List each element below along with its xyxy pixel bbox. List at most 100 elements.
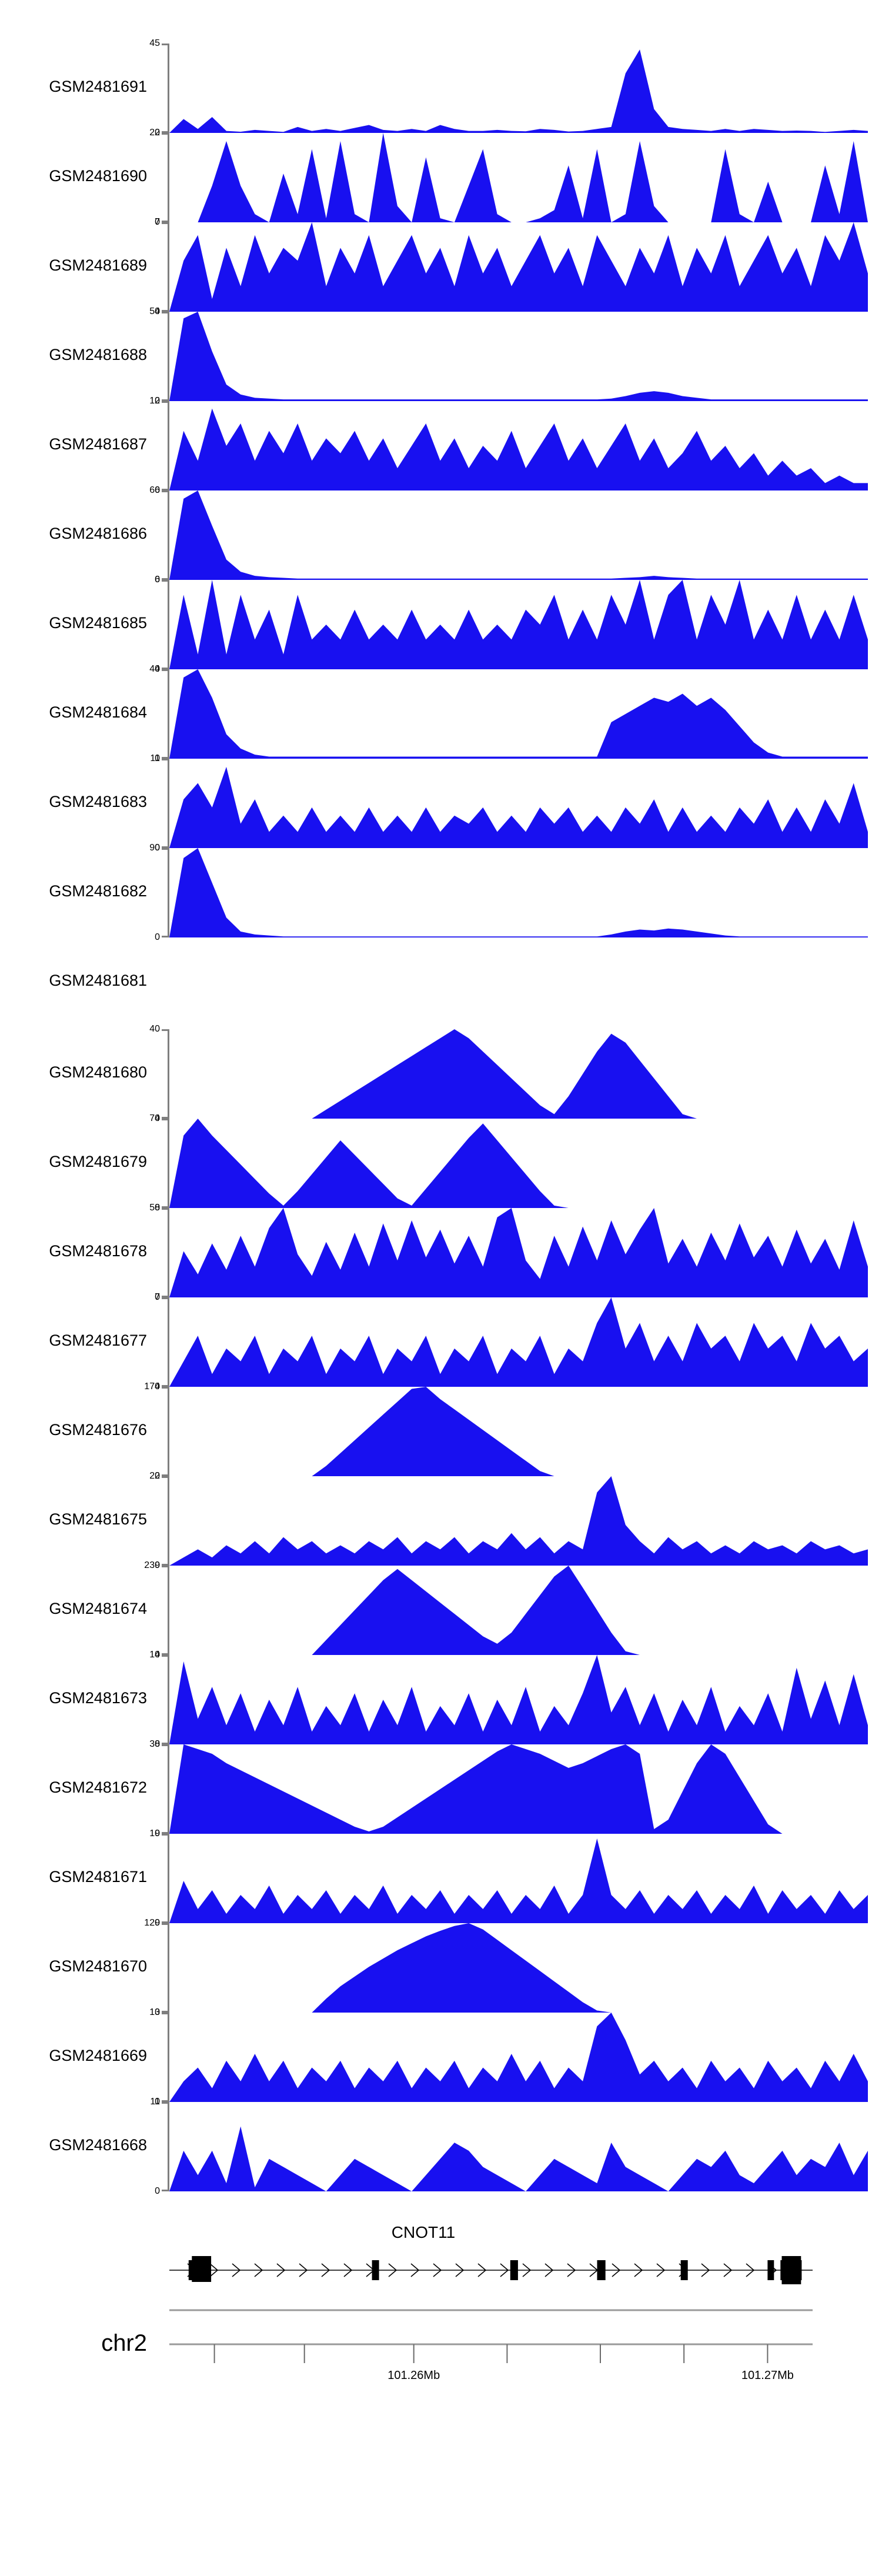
coverage-area-plot [169, 669, 868, 759]
track-y-axis: 90 0 [148, 843, 169, 942]
axis-tick-max [162, 401, 169, 403]
coverage-area-plot [169, 2013, 868, 2102]
coverage-track: GSM2481683 11 0 [0, 754, 882, 853]
strand-arrow-icon [612, 2263, 621, 2277]
track-label-gsm2481690: GSM2481690 [49, 167, 147, 185]
axis-max-value: 44 [149, 664, 160, 674]
strand-arrow-icon [433, 2263, 442, 2277]
coverage-area [169, 133, 868, 222]
coverage-area-plot [169, 759, 868, 848]
track-label-gsm2481668: GSM2481668 [49, 2136, 147, 2154]
coverage-area [169, 1744, 868, 1834]
coverage-area-plot [169, 1476, 868, 1566]
coverage-area-plot [169, 848, 868, 937]
strand-arrow-icon [500, 2263, 509, 2277]
coverage-area [169, 1387, 868, 1476]
coverage-track: GSM2481677 7 0 [0, 1293, 882, 1392]
track-label-gsm2481686: GSM2481686 [49, 525, 147, 542]
axis-tick-min [162, 2011, 169, 2013]
axis-max-value: 40 [149, 1024, 160, 1034]
axis-line [168, 1834, 169, 1923]
coverage-area [169, 1838, 868, 1923]
track-y-axis: 22 0 [148, 128, 169, 227]
chromosome-axis-panel: chr2 101.26Mb 101.27Mb [0, 2303, 882, 2403]
axis-max-value: 11 [150, 753, 160, 763]
axis-tick-min [162, 399, 169, 401]
axis-line [168, 759, 169, 848]
coverage-area [169, 312, 868, 401]
axis-min-value: 0 [155, 2097, 160, 2107]
axis-min-value: 0 [155, 753, 160, 763]
track-label-gsm2481675: GSM2481675 [49, 1510, 147, 1528]
coverage-area [169, 1655, 868, 1744]
coverage-track: GSM2481678 58 0 [0, 1203, 882, 1302]
track-y-axis: 12 0 [148, 396, 169, 495]
axis-tick-max [162, 490, 169, 492]
coverage-track: GSM2481669 13 0 [0, 2008, 882, 2107]
axis-min-value: 0 [155, 396, 160, 406]
axis-tick-max [162, 222, 169, 224]
track-y-axis: 19 0 [148, 1829, 169, 1928]
axis-min-value: 0 [155, 1828, 160, 1838]
track-label-gsm2481676: GSM2481676 [49, 1421, 147, 1439]
track-y-axis: 74 0 [148, 1114, 169, 1213]
ruler-tick-label: 101.26Mb [387, 2369, 440, 2382]
axis-tick-min [162, 2100, 169, 2102]
strand-arrow-icon [388, 2263, 397, 2277]
axis-max-value: 22 [149, 128, 160, 138]
axis-max-value: 38 [149, 1739, 160, 1749]
coverage-area [169, 1566, 868, 1655]
strand-arrow-icon [701, 2263, 710, 2277]
axis-max-value: 54 [149, 306, 160, 316]
axis-min-value: 0 [155, 843, 160, 853]
coverage-area [169, 222, 868, 312]
axis-max-value: 90 [149, 843, 160, 853]
coverage-area [169, 2126, 868, 2191]
axis-max-value: 58 [149, 1203, 160, 1213]
coverage-area-plot [169, 1655, 868, 1744]
track-label-gsm2481680: GSM2481680 [49, 1063, 147, 1081]
axis-line [168, 2102, 169, 2191]
axis-line [168, 1566, 169, 1655]
exon-block-first [192, 2256, 212, 2282]
track-label-gsm2481683: GSM2481683 [49, 793, 147, 810]
axis-tick-max [162, 2102, 169, 2104]
axis-tick-max [162, 1387, 169, 1389]
coverage-area-plot [169, 1119, 868, 1208]
exon-block [510, 2260, 518, 2280]
axis-min-value: 0 [155, 575, 160, 585]
axis-max-value: 129 [144, 1918, 160, 1928]
axis-max-value: 19 [149, 1828, 160, 1838]
axis-tick-min [162, 1921, 169, 1923]
axis-tick-min [162, 1117, 169, 1119]
coverage-area [169, 1208, 868, 1297]
chromosome-label: chr2 [101, 2330, 147, 2356]
strand-arrow-icon [723, 2263, 733, 2277]
coverage-track: GSM2481685 6 0 [0, 575, 882, 674]
axis-tick-max [162, 1297, 169, 1299]
coverage-area-plot [169, 1923, 868, 2013]
strand-arrow-icon [567, 2263, 576, 2277]
gene-name-label: CNOT11 [391, 2223, 456, 2241]
coverage-area [169, 580, 868, 669]
coverage-area-plot [169, 580, 868, 669]
coverage-area-plot [169, 312, 868, 401]
strand-arrow-icon [209, 2263, 219, 2277]
axis-line [168, 312, 169, 401]
coverage-area [169, 1297, 868, 1387]
coverage-track: GSM2481686 66 0 [0, 486, 882, 585]
axis-tick-min [162, 310, 169, 312]
axis-tick-max [162, 133, 169, 135]
axis-max-value: 14 [149, 1650, 160, 1660]
strand-arrow-icon [746, 2263, 755, 2277]
coverage-area-plot [169, 2102, 868, 2191]
coverage-area [169, 1923, 868, 2013]
axis-min-value: 0 [155, 932, 160, 942]
axis-min-value: 0 [155, 1203, 160, 1213]
track-label-gsm2481673: GSM2481673 [49, 1689, 147, 1707]
axis-min-value: 0 [155, 217, 160, 227]
strand-arrow-icon [455, 2263, 465, 2277]
axis-min-value: 0 [155, 1918, 160, 1928]
